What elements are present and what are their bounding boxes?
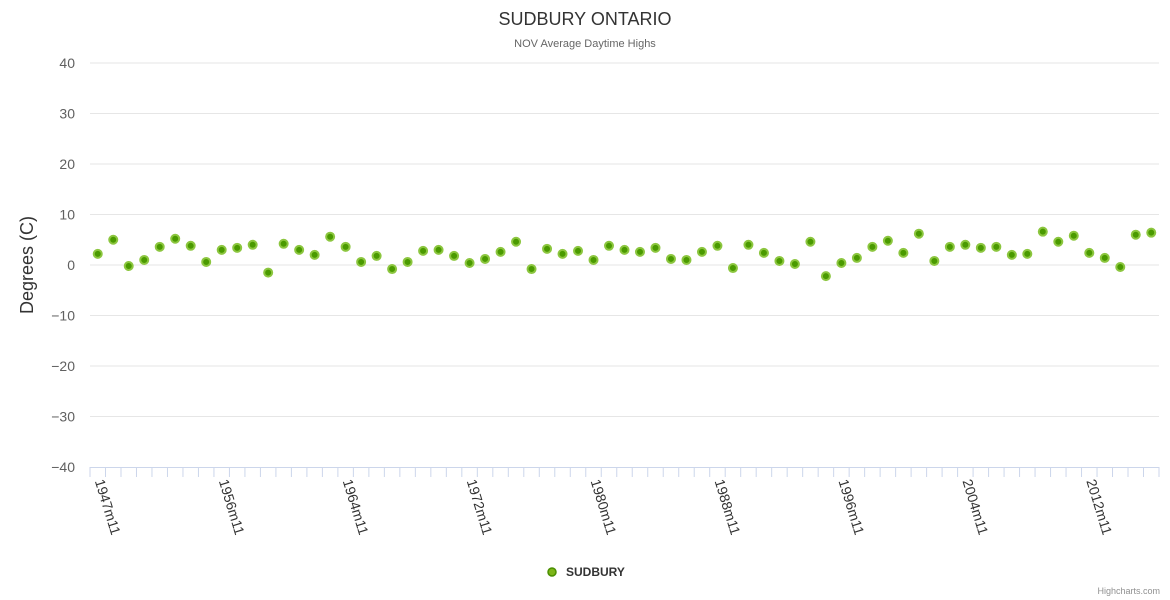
- y-axis-title: Degrees (C): [17, 216, 37, 314]
- data-point[interactable]: [542, 243, 553, 254]
- data-point[interactable]: [851, 252, 862, 263]
- data-point[interactable]: [232, 242, 243, 253]
- x-axis: 1947m11 1956m11 1964m11 1972m11 1980m11 1988m…: [89, 467, 1160, 537]
- data-point[interactable]: [696, 246, 707, 257]
- data-point[interactable]: [325, 231, 336, 242]
- data-point[interactable]: [960, 239, 971, 250]
- data-point[interactable]: [247, 239, 258, 250]
- x-tick-label: 2004m11: [959, 477, 991, 537]
- data-point[interactable]: [758, 247, 769, 258]
- data-point[interactable]: [108, 234, 119, 245]
- legend-marker-icon: [547, 567, 557, 577]
- data-point[interactable]: [449, 250, 460, 261]
- y-tick-label: 10: [59, 207, 75, 223]
- data-point[interactable]: [898, 247, 909, 258]
- y-axis-labels: 40 30 20 10 0 −10 −20 −30 −40: [51, 55, 75, 475]
- data-point[interactable]: [805, 236, 816, 247]
- chart-subtitle: NOV Average Daytime Highs: [514, 38, 656, 50]
- data-point[interactable]: [573, 245, 584, 256]
- data-point[interactable]: [1115, 262, 1126, 273]
- data-point[interactable]: [92, 248, 103, 259]
- data-point[interactable]: [743, 239, 754, 250]
- data-point[interactable]: [1084, 247, 1095, 258]
- data-point[interactable]: [1053, 236, 1064, 247]
- data-point[interactable]: [1146, 227, 1157, 238]
- y-tick-label: 40: [59, 55, 75, 71]
- y-tick-label: 30: [59, 106, 75, 122]
- data-point[interactable]: [836, 257, 847, 268]
- data-point[interactable]: [727, 263, 738, 274]
- y-gridlines: [90, 62, 1159, 417]
- data-point[interactable]: [929, 255, 940, 266]
- y-tick-label: 0: [67, 257, 75, 273]
- data-point[interactable]: [944, 241, 955, 252]
- data-point[interactable]: [619, 244, 630, 255]
- data-point[interactable]: [185, 240, 196, 251]
- data-point[interactable]: [511, 236, 522, 247]
- data-point[interactable]: [433, 244, 444, 255]
- data-point[interactable]: [139, 254, 150, 265]
- data-point[interactable]: [1068, 230, 1079, 241]
- data-point[interactable]: [201, 256, 212, 267]
- data-point[interactable]: [1037, 226, 1048, 237]
- data-point[interactable]: [170, 233, 181, 244]
- data-point[interactable]: [402, 256, 413, 267]
- data-point[interactable]: [913, 228, 924, 239]
- data-point[interactable]: [991, 241, 1002, 252]
- data-point[interactable]: [634, 246, 645, 257]
- data-point[interactable]: [278, 238, 289, 249]
- y-tick-label: −20: [51, 358, 75, 374]
- y-tick-label: −40: [51, 459, 75, 475]
- data-point[interactable]: [418, 245, 429, 256]
- y-tick-label: −30: [51, 409, 75, 425]
- data-point[interactable]: [263, 267, 274, 278]
- data-point[interactable]: [774, 255, 785, 266]
- data-point[interactable]: [975, 242, 986, 253]
- series-sudbury: [92, 226, 1157, 282]
- data-point[interactable]: [820, 271, 831, 282]
- data-point[interactable]: [495, 246, 506, 257]
- data-point[interactable]: [1022, 248, 1033, 259]
- x-tick-label: 1956m11: [216, 477, 248, 537]
- data-point[interactable]: [604, 240, 615, 251]
- x-tick-label: 1996m11: [836, 477, 868, 537]
- data-point[interactable]: [789, 258, 800, 269]
- y-tick-label: 20: [59, 156, 75, 172]
- data-point[interactable]: [882, 235, 893, 246]
- legend-label: SUDBURY: [566, 565, 625, 579]
- data-point[interactable]: [464, 257, 475, 268]
- data-point[interactable]: [294, 244, 305, 255]
- data-point[interactable]: [340, 241, 351, 252]
- data-point[interactable]: [387, 264, 398, 275]
- x-tick-label: 1980m11: [588, 477, 620, 537]
- x-tick-label: 1947m11: [92, 477, 124, 537]
- x-tick-label: 2012m11: [1083, 477, 1115, 537]
- data-point[interactable]: [1130, 229, 1141, 240]
- data-point[interactable]: [1006, 249, 1017, 260]
- data-point[interactable]: [356, 256, 367, 267]
- x-tick-label: 1988m11: [712, 477, 744, 537]
- data-point[interactable]: [309, 249, 320, 260]
- legend-item-sudbury[interactable]: SUDBURY: [547, 565, 625, 579]
- data-point[interactable]: [867, 241, 878, 252]
- data-point[interactable]: [712, 240, 723, 251]
- credits-link[interactable]: Highcharts.com: [1097, 586, 1160, 596]
- data-point[interactable]: [216, 244, 227, 255]
- data-point[interactable]: [588, 254, 599, 265]
- data-point[interactable]: [154, 241, 165, 252]
- data-point[interactable]: [526, 264, 537, 275]
- y-tick-label: −10: [51, 308, 75, 324]
- data-point[interactable]: [123, 261, 134, 272]
- data-point[interactable]: [480, 253, 491, 264]
- data-point[interactable]: [1099, 252, 1110, 263]
- data-point[interactable]: [650, 242, 661, 253]
- data-point[interactable]: [665, 253, 676, 264]
- data-point[interactable]: [371, 250, 382, 261]
- data-point[interactable]: [557, 248, 568, 259]
- x-tick-label: 1972m11: [464, 477, 496, 537]
- chart-title: SUDBURY ONTARIO: [498, 9, 671, 29]
- x-tick-label: 1964m11: [340, 477, 372, 537]
- data-point[interactable]: [681, 254, 692, 265]
